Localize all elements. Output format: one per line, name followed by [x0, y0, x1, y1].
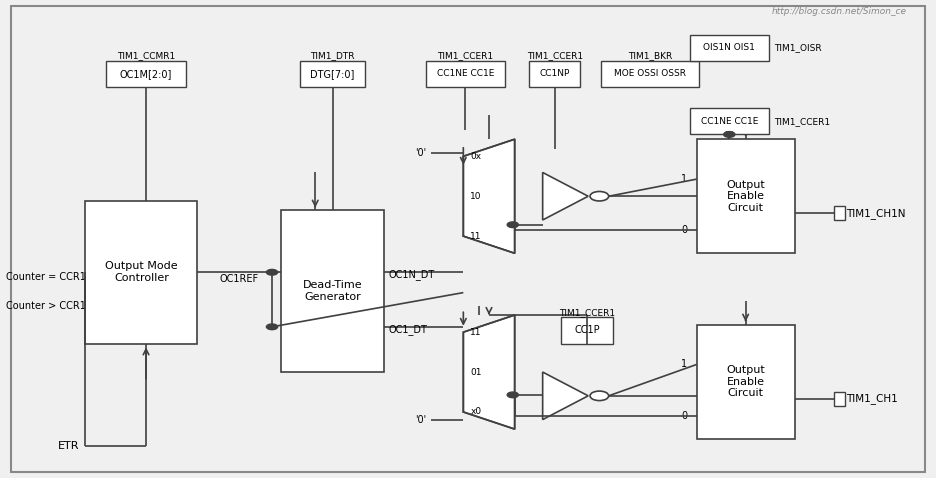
- Text: 1: 1: [681, 174, 687, 184]
- FancyBboxPatch shape: [529, 61, 580, 87]
- Text: TIM1_CH1: TIM1_CH1: [846, 393, 898, 404]
- FancyBboxPatch shape: [834, 391, 845, 406]
- Circle shape: [507, 222, 519, 228]
- Text: TIM1_BKR: TIM1_BKR: [628, 51, 672, 60]
- FancyBboxPatch shape: [690, 34, 769, 61]
- Text: Output
Enable
Circuit: Output Enable Circuit: [726, 180, 765, 213]
- Text: 01: 01: [471, 368, 482, 377]
- Polygon shape: [543, 173, 588, 220]
- Text: TIM1_CH1N: TIM1_CH1N: [846, 208, 905, 219]
- Polygon shape: [463, 139, 515, 253]
- Text: ETR: ETR: [57, 441, 79, 451]
- Text: MOE OSSI OSSR: MOE OSSI OSSR: [614, 69, 686, 78]
- FancyBboxPatch shape: [601, 61, 699, 87]
- FancyBboxPatch shape: [834, 206, 845, 220]
- Circle shape: [507, 392, 519, 398]
- Text: Counter = CCR1: Counter = CCR1: [6, 272, 86, 282]
- Text: DTG[7:0]: DTG[7:0]: [311, 69, 355, 79]
- Text: 1: 1: [681, 359, 687, 369]
- FancyBboxPatch shape: [282, 210, 384, 372]
- Text: 0: 0: [681, 226, 687, 236]
- Text: Counter > CCR1: Counter > CCR1: [6, 301, 86, 311]
- Text: 0: 0: [681, 411, 687, 421]
- FancyBboxPatch shape: [696, 325, 795, 439]
- FancyBboxPatch shape: [690, 109, 769, 134]
- Text: TIM1_CCER1: TIM1_CCER1: [774, 117, 829, 126]
- Text: TIM1_CCER1: TIM1_CCER1: [437, 51, 493, 60]
- Circle shape: [590, 192, 608, 201]
- FancyBboxPatch shape: [107, 61, 185, 87]
- Text: CC1NP: CC1NP: [539, 69, 570, 78]
- Circle shape: [724, 131, 735, 137]
- Text: x0: x0: [471, 407, 482, 416]
- Text: TIM1_DTR: TIM1_DTR: [311, 51, 355, 60]
- Text: CC1NE CC1E: CC1NE CC1E: [701, 117, 758, 126]
- Text: TIM1_CCMR1: TIM1_CCMR1: [117, 51, 175, 60]
- FancyBboxPatch shape: [300, 61, 365, 87]
- Text: 11: 11: [471, 327, 482, 337]
- Polygon shape: [463, 315, 515, 429]
- Text: Dead-Time
Generator: Dead-Time Generator: [303, 281, 362, 302]
- Text: Output
Enable
Circuit: Output Enable Circuit: [726, 365, 765, 398]
- FancyBboxPatch shape: [562, 317, 613, 344]
- Text: Output Mode
Controller: Output Mode Controller: [105, 261, 178, 283]
- Text: OC1REF: OC1REF: [220, 274, 259, 284]
- FancyBboxPatch shape: [85, 201, 197, 344]
- FancyBboxPatch shape: [10, 6, 926, 472]
- Text: OC1N_DT: OC1N_DT: [388, 270, 435, 281]
- Polygon shape: [543, 372, 588, 420]
- Text: OC1M[2:0]: OC1M[2:0]: [120, 69, 172, 79]
- Text: 11: 11: [471, 232, 482, 240]
- Circle shape: [590, 391, 608, 401]
- Text: OC1_DT: OC1_DT: [388, 325, 428, 336]
- Text: '0': '0': [415, 148, 426, 158]
- Text: '0': '0': [415, 415, 426, 425]
- Text: CC1P: CC1P: [574, 326, 600, 336]
- Text: 10: 10: [471, 192, 482, 201]
- Circle shape: [267, 270, 278, 275]
- Text: TIM1_CCER1: TIM1_CCER1: [527, 51, 583, 60]
- FancyBboxPatch shape: [696, 139, 795, 253]
- Text: CC1NE CC1E: CC1NE CC1E: [436, 69, 494, 78]
- Circle shape: [267, 324, 278, 330]
- Text: OIS1N OIS1: OIS1N OIS1: [703, 43, 755, 52]
- FancyBboxPatch shape: [426, 61, 505, 87]
- Text: TIM1_OISR: TIM1_OISR: [774, 43, 821, 52]
- Text: 0x: 0x: [471, 152, 482, 161]
- Text: TIM1_CCER1: TIM1_CCER1: [559, 308, 615, 317]
- Text: http://blog.csdn.net/Simon_ce: http://blog.csdn.net/Simon_ce: [771, 7, 907, 16]
